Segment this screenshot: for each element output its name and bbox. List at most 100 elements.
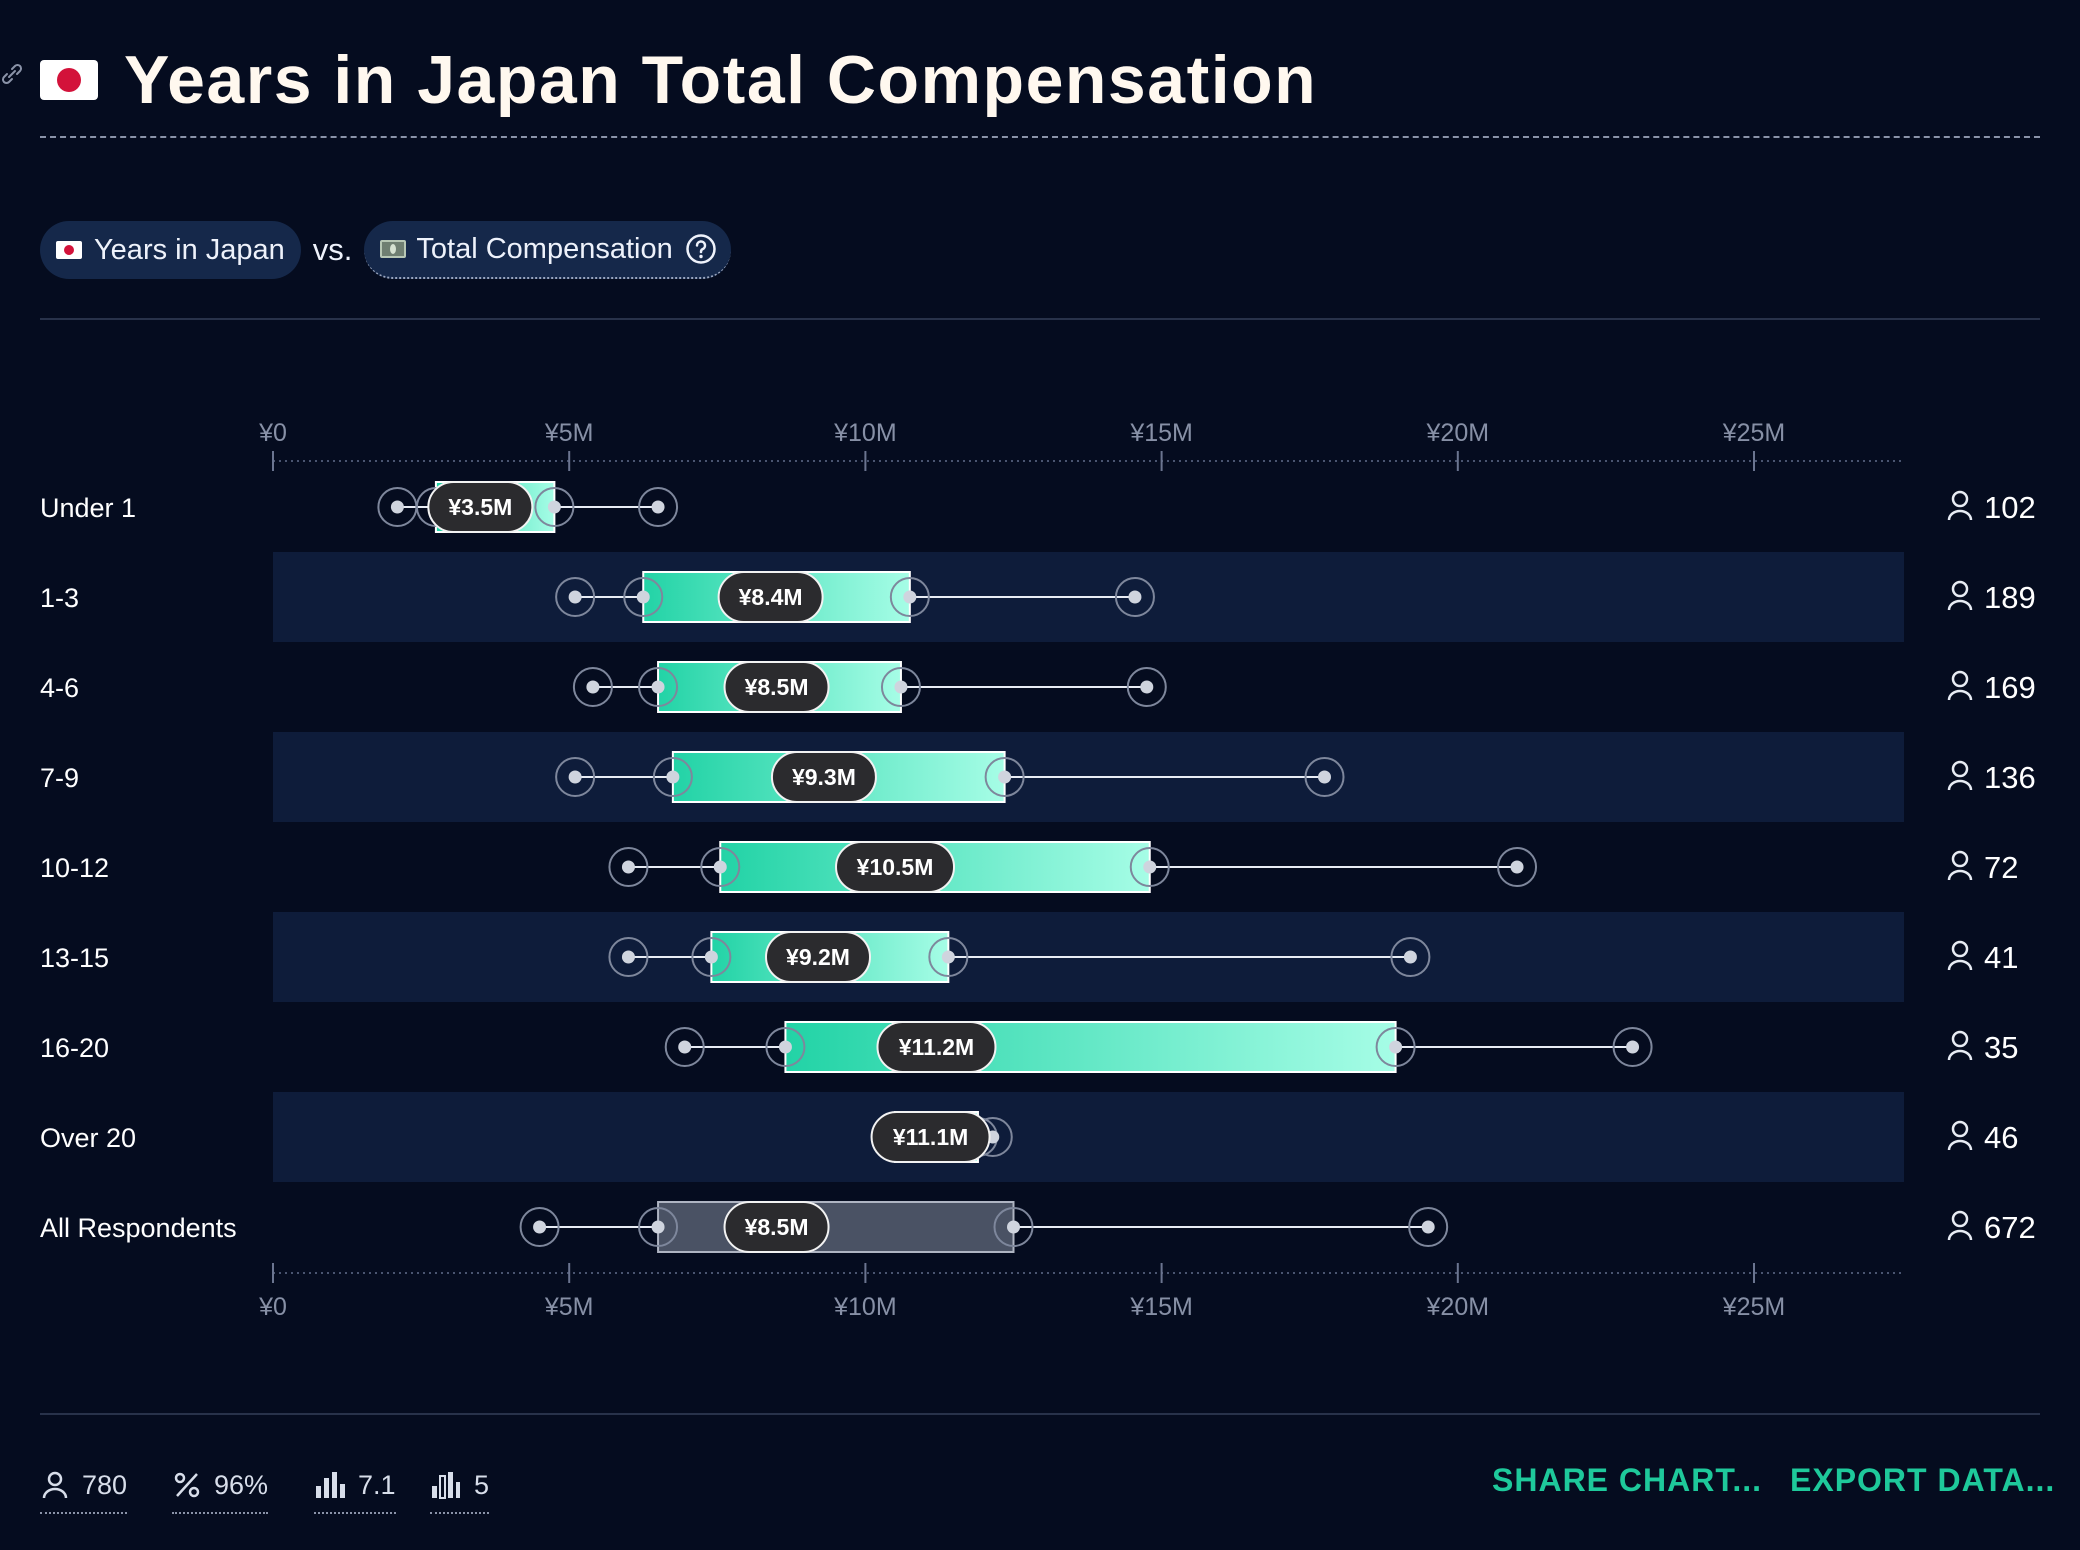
p10-marker-dot[interactable] xyxy=(568,770,582,784)
person-icon xyxy=(1947,599,1973,611)
q1-marker-dot[interactable] xyxy=(636,590,650,604)
median-pill[interactable] xyxy=(723,1201,830,1253)
p10-marker-dot[interactable] xyxy=(586,680,600,694)
person-icon xyxy=(1947,1049,1973,1061)
buckets-stat[interactable]: 5 xyxy=(430,1462,490,1514)
p10-marker-ring xyxy=(519,1207,560,1247)
person-icon xyxy=(1951,1120,1969,1138)
respondent-count: 35 xyxy=(1984,1030,2018,1065)
p10-marker-dot[interactable] xyxy=(621,950,635,964)
p10-marker-dot[interactable] xyxy=(533,1220,547,1234)
row-label: 16-20 xyxy=(40,1033,109,1063)
q3-marker-dot[interactable] xyxy=(903,590,917,604)
respondent-count: 136 xyxy=(1984,760,2036,795)
japan-flag-icon xyxy=(40,60,98,100)
p10-marker-ring xyxy=(608,937,649,977)
p90-marker-dot[interactable] xyxy=(651,500,665,514)
p10-marker-ring xyxy=(555,757,596,797)
median-pill[interactable] xyxy=(876,1021,997,1073)
versus-label: vs. xyxy=(312,232,353,267)
q3-marker-ring xyxy=(928,937,969,977)
q1-marker-ring xyxy=(623,577,664,617)
iqr-box[interactable] xyxy=(657,1201,1015,1253)
person-icon xyxy=(1947,779,1973,791)
p90-marker-dot[interactable] xyxy=(1140,680,1154,694)
export-data-button[interactable]: EXPORT DATA... xyxy=(1790,1462,2056,1498)
link-icon[interactable] xyxy=(0,62,24,86)
section-divider xyxy=(40,318,2040,320)
p90-marker-dot[interactable] xyxy=(1403,950,1417,964)
q3-marker-ring xyxy=(984,757,1025,797)
q3-marker-ring xyxy=(534,487,575,527)
p90-marker-dot[interactable] xyxy=(1626,1040,1640,1054)
p90-marker-ring xyxy=(1114,577,1155,617)
median-pill[interactable] xyxy=(770,751,877,803)
mean-stat[interactable]: 7.1 xyxy=(314,1462,396,1514)
q3-marker-dot[interactable] xyxy=(1389,1040,1403,1054)
x-variable-chip[interactable]: Years in Japan xyxy=(40,221,301,279)
person-icon xyxy=(1951,670,1969,688)
person-icon xyxy=(1951,760,1969,778)
q3-marker-dot[interactable] xyxy=(894,680,908,694)
p10-marker-dot[interactable] xyxy=(390,500,404,514)
person-icon xyxy=(1951,490,1969,508)
p90-marker-dot[interactable] xyxy=(1128,590,1142,604)
page-title: Years in Japan Total Compensation xyxy=(124,42,1318,118)
p90-marker-dot[interactable] xyxy=(1510,860,1524,874)
q1-marker-ring xyxy=(638,667,679,707)
median-label: ¥11.2M xyxy=(899,1034,974,1060)
row-label: All Respondents xyxy=(40,1213,237,1243)
q3-marker-dot[interactable] xyxy=(941,950,955,964)
share-chart-button[interactable]: SHARE CHART... xyxy=(1492,1462,1763,1498)
p10-marker-dot[interactable] xyxy=(621,860,635,874)
q1-marker-dot[interactable] xyxy=(666,770,680,784)
person-icon xyxy=(1947,1229,1973,1241)
q3-marker-dot[interactable] xyxy=(998,770,1012,784)
y-variable-chip[interactable]: Total Compensation xyxy=(364,221,731,279)
top-axis-tick-label: ¥5M xyxy=(544,419,594,447)
median-pill[interactable] xyxy=(835,841,956,893)
median-pill[interactable] xyxy=(870,1111,991,1163)
q1-marker-dot[interactable] xyxy=(778,1040,792,1054)
q3-marker-ring xyxy=(880,667,921,707)
p90-marker-dot[interactable] xyxy=(1318,770,1332,784)
person-icon xyxy=(1947,509,1973,521)
respondent-count: 102 xyxy=(1984,490,2036,525)
percent-stat[interactable]: 96% xyxy=(172,1462,269,1514)
q1-marker-dot[interactable] xyxy=(651,1220,665,1234)
q1-marker-dot[interactable] xyxy=(651,680,665,694)
median-pill[interactable] xyxy=(723,661,830,713)
q3-marker-dot[interactable] xyxy=(1143,860,1157,874)
y-variable-label: Total Compensation xyxy=(416,232,673,265)
respondent-count: 189 xyxy=(1984,580,2036,615)
person-icon xyxy=(42,1471,68,1499)
median-pill[interactable] xyxy=(765,931,872,983)
q3-marker-dot[interactable] xyxy=(547,500,561,514)
respondents-stat[interactable]: 780 xyxy=(40,1462,128,1514)
median-pill[interactable] xyxy=(717,571,824,623)
person-icon xyxy=(1951,940,1969,958)
q1-marker-dot[interactable] xyxy=(704,950,718,964)
median-pill[interactable] xyxy=(427,481,534,533)
p90-marker-dot[interactable] xyxy=(1421,1220,1435,1234)
q1-marker-dot[interactable] xyxy=(713,860,727,874)
q1-marker-ring xyxy=(638,1207,679,1247)
q3-marker-dot[interactable] xyxy=(1007,1220,1020,1234)
median-label: ¥9.3M xyxy=(792,764,856,790)
p90-marker-ring xyxy=(1408,1207,1449,1247)
person-icon xyxy=(1951,850,1969,868)
p10-marker-dot[interactable] xyxy=(678,1040,692,1054)
respondent-count: 46 xyxy=(1984,1120,2018,1155)
median-label: ¥10.5M xyxy=(857,854,934,880)
median-label: ¥8.5M xyxy=(745,674,809,700)
person-icon xyxy=(1947,959,1973,971)
median-label: ¥8.5M xyxy=(745,1214,809,1240)
person-icon xyxy=(1947,1139,1973,1151)
p10-marker-dot[interactable] xyxy=(568,590,582,604)
buckets-value: 5 xyxy=(474,1469,490,1500)
help-icon[interactable] xyxy=(685,233,717,265)
p90-marker-ring xyxy=(1126,667,1167,707)
respondent-count: 41 xyxy=(1984,940,2018,975)
footer-divider xyxy=(40,1413,2040,1415)
variable-selector: Years in Japan vs. Total Compensation xyxy=(40,220,731,280)
